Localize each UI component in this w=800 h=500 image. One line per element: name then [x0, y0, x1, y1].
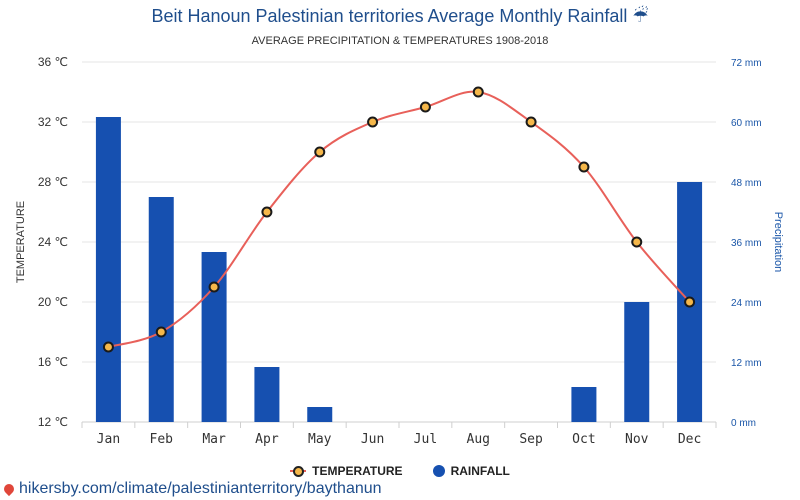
x-tick-label: Nov: [625, 432, 649, 447]
temperature-point: [578, 161, 590, 173]
y-axis-title-left: TEMPERATURE: [15, 201, 27, 283]
source-link[interactable]: hikersby.com/climate/palestinianterritor…: [1, 480, 382, 498]
legend-item-temperature[interactable]: TEMPERATURE: [290, 464, 403, 478]
rainfall-legend-marker: [432, 465, 445, 477]
y-tick-left: 20 ℃: [38, 295, 68, 309]
x-tick-label: Jun: [361, 432, 384, 447]
y-tick-left: 32 ℃: [38, 115, 68, 129]
y-tick-right: 36 mm: [731, 238, 762, 249]
rainfall-bar: [201, 252, 227, 422]
x-tick-label: Apr: [255, 432, 279, 447]
y-tick-right: 0 mm: [731, 418, 756, 429]
y-tick-right: 48 mm: [731, 178, 762, 189]
temperature-point: [367, 116, 379, 128]
location-pin-icon: [1, 481, 17, 497]
y-tick-right: 12 mm: [731, 358, 762, 369]
temperature-point: [472, 86, 484, 98]
y-tick-left: 12 ℃: [38, 415, 68, 429]
x-tick-label: Oct: [572, 432, 595, 447]
x-tick-label: Mar: [202, 432, 226, 447]
y-axis-title-right: Precipitation: [772, 212, 784, 273]
rainfall-bar: [624, 302, 650, 422]
temperature-point: [419, 101, 431, 113]
y-tick-left: 28 ℃: [38, 175, 68, 189]
temperature-point: [261, 206, 273, 218]
y-tick-left: 24 ℃: [38, 235, 68, 249]
temperature-legend-marker: [290, 465, 307, 477]
y-tick-left: 16 ℃: [38, 355, 68, 369]
temperature-point: [314, 146, 326, 158]
x-tick-label: Jan: [97, 432, 120, 447]
rainfall-bar: [307, 407, 333, 422]
temperature-point: [208, 281, 220, 293]
legend-label-temperature: TEMPERATURE: [312, 464, 403, 478]
y-tick-right: 72 mm: [731, 58, 762, 69]
rainfall-bar: [254, 367, 280, 422]
temperature-point: [684, 296, 696, 308]
chart-title: Beit Hanoun Palestinian territories Aver…: [151, 6, 649, 26]
legend-item-rainfall[interactable]: RAINFALL: [432, 464, 510, 478]
x-tick-label: May: [308, 432, 332, 447]
x-tick-label: Sep: [519, 432, 543, 447]
rainfall-bar: [571, 387, 597, 422]
x-tick-label: Jul: [414, 432, 437, 447]
temperature-point: [525, 116, 537, 128]
rainfall-bar: [95, 117, 121, 422]
y-tick-right: 24 mm: [731, 298, 762, 309]
temperature-point: [155, 326, 167, 338]
rainfall-bar: [148, 197, 174, 422]
legend-label-rainfall: RAINFALL: [450, 464, 510, 478]
x-tick-label: Aug: [467, 432, 490, 447]
temperature-point: [631, 236, 643, 248]
y-tick-right: 60 mm: [731, 118, 762, 129]
temperature-point: [102, 341, 114, 353]
y-tick-left: 36 ℃: [38, 55, 68, 69]
chart-legend: TEMPERATURE RAINFALL: [0, 464, 800, 478]
source-link-text: hikersby.com/climate/palestinianterritor…: [19, 480, 382, 497]
temperature-line: [108, 90, 691, 348]
chart-subtitle: AVERAGE PRECIPITATION & TEMPERATURES 190…: [251, 35, 549, 47]
x-tick-label: Feb: [150, 432, 174, 447]
chart-area: 12 ℃ 0 mm 16 ℃ 12 mm 20 ℃ 24 mm 24 ℃ 36 mm 28 ℃ 4…: [15, 55, 784, 447]
x-tick-label: Dec: [678, 432, 701, 447]
